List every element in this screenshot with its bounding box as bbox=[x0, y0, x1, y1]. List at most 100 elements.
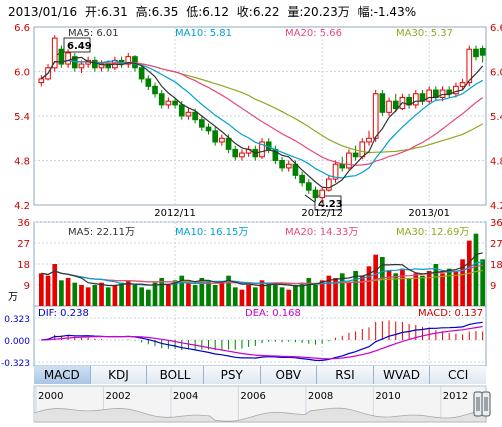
navigator-overview: 2000 2002 2004 2006 2008 2010 2012 bbox=[33, 386, 487, 423]
macd-dif-legend: DIF: 0.238 bbox=[38, 308, 89, 319]
volume-ma10-legend: MA10: 16.15万 bbox=[175, 227, 248, 238]
macd-y-tick: -0.323 bbox=[1, 359, 30, 369]
price-y-tick-right: 4.2 bbox=[490, 201, 502, 212]
volume-bar bbox=[366, 266, 372, 306]
volume-bar bbox=[125, 280, 131, 306]
volume-bar bbox=[266, 282, 272, 306]
volume-bar bbox=[179, 275, 185, 306]
volume-bar bbox=[433, 264, 439, 306]
volume-bar bbox=[105, 287, 111, 306]
candle-body bbox=[145, 78, 152, 87]
tab-rsi[interactable]: RSI bbox=[317, 366, 374, 384]
price-ma5-legend: MA5: 6.01 bbox=[68, 28, 119, 39]
candle-body bbox=[279, 160, 285, 169]
price-x-tick: 2012/11 bbox=[154, 208, 196, 219]
volume-bar bbox=[460, 259, 465, 306]
price-y-tick-right: 4.8 bbox=[490, 157, 502, 168]
candle-body bbox=[91, 59, 98, 69]
candle-body bbox=[125, 56, 132, 65]
volume-bar bbox=[226, 275, 231, 306]
price-ma10-line bbox=[40, 59, 483, 179]
price-x-tick: 2013/01 bbox=[408, 208, 450, 219]
tab-kdj[interactable]: KDJ bbox=[90, 366, 148, 384]
candle-body bbox=[319, 189, 326, 199]
tab-wvad[interactable]: WVAD bbox=[373, 366, 431, 384]
volume-bar bbox=[139, 287, 144, 306]
volume-y-tick-right: 36 bbox=[490, 218, 502, 229]
navigator-year-label: 2008 bbox=[308, 391, 333, 402]
candle-body bbox=[366, 137, 372, 143]
navigator-year-label: 2012 bbox=[443, 391, 468, 402]
volume-bar bbox=[52, 264, 58, 306]
volume-y-tick-left: 9 bbox=[24, 281, 30, 292]
volume-bar bbox=[72, 282, 78, 306]
tab-macd[interactable]: MACD bbox=[34, 366, 91, 384]
navigator-handle-right[interactable] bbox=[481, 391, 491, 417]
volume-bar bbox=[386, 271, 392, 306]
volume-bar bbox=[212, 285, 218, 306]
candle-body bbox=[466, 48, 473, 84]
macd-y-tick: 0.000 bbox=[4, 337, 30, 347]
volume-unit-label: 万 bbox=[8, 292, 18, 303]
price-y-tick-left: 6.0 bbox=[14, 68, 30, 79]
volume-bar bbox=[380, 257, 385, 306]
header-open: 6.31 bbox=[101, 5, 128, 19]
candle-body bbox=[326, 178, 332, 191]
volume-bar bbox=[219, 282, 225, 306]
volume-bar bbox=[426, 271, 432, 306]
volume-bar bbox=[326, 275, 332, 306]
price-y-tick-right: 6.0 bbox=[490, 68, 502, 79]
volume-bar bbox=[453, 271, 459, 306]
volume-bar bbox=[313, 285, 318, 306]
header-low: 6.12 bbox=[202, 5, 229, 19]
volume-bar bbox=[306, 278, 312, 306]
candle-body bbox=[346, 152, 352, 169]
volume-bar bbox=[406, 278, 412, 306]
candle-body bbox=[392, 100, 399, 110]
header-chg-label: 幅: bbox=[358, 4, 374, 19]
candle-body bbox=[305, 182, 312, 191]
candle-body bbox=[453, 85, 459, 95]
candle-body bbox=[473, 48, 479, 58]
tab-cci[interactable]: CCI bbox=[430, 366, 486, 384]
candle-body bbox=[78, 63, 85, 69]
price-ma10-legend: MA10: 5.81 bbox=[175, 28, 232, 39]
candle-body bbox=[352, 152, 359, 158]
low-annotation: 4.23 bbox=[304, 194, 343, 211]
macd-macd-legend: MACD: 0.137 bbox=[418, 308, 483, 319]
volume-bar bbox=[286, 289, 292, 306]
volume-bar bbox=[206, 280, 211, 306]
volume-bar bbox=[420, 275, 425, 306]
candle-body bbox=[259, 141, 265, 158]
volume-bar bbox=[99, 282, 104, 306]
volume-bar bbox=[346, 282, 352, 306]
volume-bar bbox=[85, 287, 91, 306]
candle-body bbox=[98, 63, 105, 69]
candle-body bbox=[38, 78, 45, 84]
header-info: 2013/01/16 开:6.31 高:6.35 低:6.12 收:6.22 量… bbox=[8, 4, 416, 19]
tab-boll[interactable]: BOLL bbox=[147, 366, 204, 384]
candle-body bbox=[198, 119, 205, 128]
candle-body bbox=[299, 174, 305, 184]
volume-bar bbox=[353, 271, 358, 306]
tab-psy[interactable]: PSY bbox=[203, 366, 261, 384]
candle-body bbox=[359, 141, 366, 158]
candle-body bbox=[439, 89, 446, 98]
volume-bar bbox=[232, 287, 238, 306]
candle-body bbox=[158, 93, 165, 106]
volume-bar bbox=[246, 285, 251, 306]
volume-ma5-line bbox=[41, 252, 483, 287]
candle-body bbox=[152, 85, 158, 95]
candle-body bbox=[51, 37, 58, 69]
chart-marks: 6.6 6.6 6.0 6.0 5.4 5.4 4.8 4.8 4.2 4.2 2012/11 201… bbox=[1, 23, 502, 369]
navigator-year-label: 2004 bbox=[173, 391, 198, 402]
volume-bar bbox=[339, 273, 345, 306]
candle-body bbox=[285, 163, 292, 169]
navigator-handle-left[interactable] bbox=[473, 391, 483, 417]
tab-obv[interactable]: OBV bbox=[260, 366, 318, 384]
header-vol: 20.23万 bbox=[303, 5, 349, 19]
header-chg: -1.43% bbox=[374, 5, 416, 19]
header-vol-label: 量: bbox=[287, 5, 303, 19]
volume-bar bbox=[59, 280, 64, 306]
low-annotation-label: 4.23 bbox=[318, 199, 343, 210]
